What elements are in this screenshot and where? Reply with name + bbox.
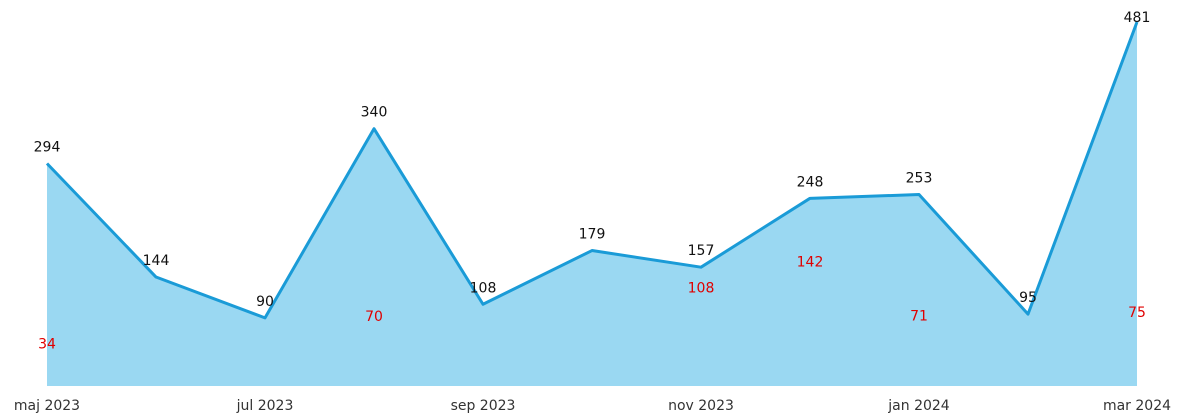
data-label: 95 bbox=[1019, 290, 1037, 306]
area bbox=[47, 22, 1137, 386]
secondary-label: 71 bbox=[910, 308, 928, 324]
secondary-label: 34 bbox=[38, 336, 56, 352]
data-label: 179 bbox=[579, 227, 606, 243]
secondary-label: 75 bbox=[1128, 305, 1146, 321]
data-label: 157 bbox=[688, 243, 715, 259]
data-label: 294 bbox=[34, 140, 61, 156]
x-tick-label: nov 2023 bbox=[668, 398, 734, 414]
data-label: 144 bbox=[143, 253, 170, 269]
line bbox=[45, 21, 1139, 320]
data-label: 253 bbox=[906, 171, 933, 187]
data-label: 340 bbox=[361, 105, 388, 121]
data-label: 481 bbox=[1124, 10, 1151, 26]
x-tick-label: jan 2024 bbox=[887, 398, 950, 414]
x-tick-label: sep 2023 bbox=[451, 398, 516, 414]
secondary-label: 142 bbox=[797, 255, 824, 271]
x-tick-label: maj 2023 bbox=[14, 398, 80, 414]
x-tick-label: jul 2023 bbox=[236, 398, 294, 414]
x-tick-label: mar 2024 bbox=[1103, 398, 1171, 414]
secondary-label: 108 bbox=[688, 280, 715, 296]
data-label: 90 bbox=[256, 294, 274, 310]
data-label: 108 bbox=[470, 280, 497, 296]
data-label: 248 bbox=[797, 174, 824, 190]
secondary-label: 70 bbox=[365, 309, 383, 325]
